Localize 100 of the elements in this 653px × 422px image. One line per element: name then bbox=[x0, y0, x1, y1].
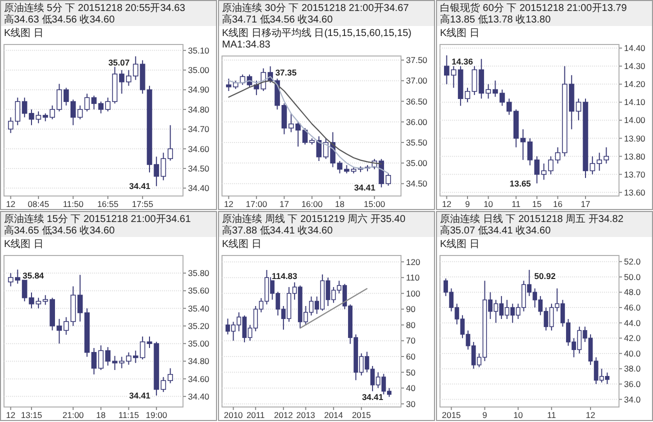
y-tick-label: 70 bbox=[406, 336, 416, 346]
y-tick-label: 40 bbox=[406, 383, 416, 394]
x-tick-label: 17:55 bbox=[132, 199, 154, 209]
y-tick-label: 13.70 bbox=[624, 169, 646, 180]
x-tick-label: 10 bbox=[484, 199, 494, 209]
annotation: 50.92 bbox=[534, 270, 556, 281]
y-tick-label: 34.80 bbox=[188, 356, 210, 366]
y-tick-label: 34.60 bbox=[188, 374, 210, 384]
y-tick-label: 80 bbox=[406, 320, 416, 330]
chart-subtitle: K线图 日 bbox=[440, 238, 480, 250]
x-tick-label: 16:55 bbox=[97, 199, 119, 209]
x-tick-label: 16:00 bbox=[301, 199, 323, 209]
x-tick-label: 12 bbox=[586, 410, 596, 420]
x-tick-label: 11:50 bbox=[62, 199, 84, 209]
candlestick bbox=[91, 347, 97, 375]
candlestick bbox=[464, 87, 470, 103]
y-tick-label: 35.00 bbox=[406, 158, 428, 168]
annotation: 34.41 bbox=[354, 182, 376, 192]
annotation: 34.41 bbox=[362, 392, 384, 402]
candlestick bbox=[84, 93, 90, 112]
x-tick-label: 11:15 bbox=[118, 410, 140, 420]
candlestick bbox=[520, 128, 526, 160]
x-tick-label: 15 bbox=[532, 199, 542, 209]
x-tick-label: 19:00 bbox=[146, 410, 168, 420]
x-tick-label: 2015 bbox=[352, 410, 372, 420]
x-tick-label: 12 bbox=[6, 199, 16, 209]
y-tick-label: 37.50 bbox=[406, 55, 428, 66]
y-tick-label: 34.80 bbox=[188, 104, 210, 114]
chart-title: 原油连续 30分 下 20151218 21:00开34.67 高34.71 低34.56 收34.60 bbox=[222, 2, 410, 26]
x-tick-label: 2015 bbox=[442, 410, 462, 420]
x-tick-label: 11 bbox=[547, 410, 556, 420]
y-tick-label: 37.00 bbox=[406, 76, 428, 86]
x-tick-label: 12 bbox=[442, 199, 452, 209]
y-tick-label: 40.0 bbox=[624, 348, 641, 358]
y-tick-label: 50.0 bbox=[624, 272, 641, 282]
x-tick-label: 21:00 bbox=[62, 410, 84, 420]
chart-subtitle: K线图 日移动平均线 日(15,15,15,60,15,15) MA1:34.83 bbox=[222, 27, 412, 50]
x-tick-label: 2013 bbox=[296, 410, 316, 420]
candlestick bbox=[302, 128, 308, 146]
annotation: 35.84 bbox=[22, 270, 44, 281]
y-tick-label: 42.0 bbox=[624, 333, 641, 344]
annotation: 13.65 bbox=[510, 178, 532, 188]
y-tick-label: 35.50 bbox=[406, 137, 428, 148]
y-tick-label: 13.80 bbox=[624, 151, 646, 162]
y-tick-label: 35.20 bbox=[188, 320, 210, 331]
candlestick bbox=[91, 95, 97, 110]
chart-title: 原油连续 15分 下 20151218 21:00开34.61 高34.65 低34.56 收34.60 bbox=[4, 213, 192, 236]
y-tick-label: 90 bbox=[406, 304, 416, 314]
x-tick-label: 17 bbox=[279, 199, 290, 209]
y-tick-label: 13.60 bbox=[624, 187, 646, 198]
y-tick-label: 60 bbox=[406, 351, 416, 362]
y-tick-label: 13.90 bbox=[624, 133, 646, 144]
y-tick-label: 52.0 bbox=[624, 256, 641, 267]
y-tick-label: 34.60 bbox=[188, 144, 210, 154]
x-tick-label: 08:45 bbox=[28, 199, 50, 209]
annotation: 35.07 bbox=[108, 57, 130, 68]
annotation: 114.83 bbox=[272, 270, 298, 281]
y-tick-label: 30 bbox=[406, 398, 416, 409]
y-tick-label: 14.40 bbox=[624, 43, 646, 54]
y-tick-label: 36.0 bbox=[624, 379, 641, 390]
x-tick-label: 17 bbox=[580, 199, 590, 209]
x-tick-label: 12 bbox=[224, 199, 234, 209]
y-tick-label: 100 bbox=[406, 288, 420, 298]
x-tick-label: 10 bbox=[513, 410, 524, 420]
x-tick-label: 9 bbox=[482, 410, 488, 420]
y-tick-label: 34.40 bbox=[188, 183, 210, 194]
y-tick-label: 34.0 bbox=[624, 394, 641, 404]
y-tick-label: 14.30 bbox=[624, 61, 646, 72]
x-tick-label: 13:15 bbox=[20, 410, 42, 420]
chart-subtitle: K线图 日 bbox=[222, 238, 262, 250]
candlestick bbox=[28, 108, 34, 126]
chart-title: 原油连续 周线 下 20151219 周六 开35.40 高37.88 低34.41 收34.60 bbox=[222, 213, 406, 236]
x-tick-label: 2014 bbox=[324, 410, 344, 420]
x-tick-label: 11 bbox=[512, 199, 521, 209]
annotation: 34.41 bbox=[129, 181, 151, 192]
y-tick-label: 35.80 bbox=[188, 268, 210, 278]
y-tick-label: 36.00 bbox=[406, 116, 428, 127]
x-tick-label: 2012 bbox=[274, 410, 294, 420]
x-tick-label: 18 bbox=[96, 410, 106, 420]
y-tick-label: 36.50 bbox=[406, 96, 428, 106]
y-tick-label: 120 bbox=[406, 256, 420, 267]
chart-title: 白银现货 60分 下 20151218 21:00开13.79 高13.85 低13.78 收13.80 bbox=[440, 2, 628, 26]
candlestick bbox=[146, 336, 152, 348]
chart-subtitle: K线图 日 bbox=[4, 238, 44, 250]
y-tick-label: 34.50 bbox=[406, 178, 428, 189]
y-tick-label: 14.00 bbox=[624, 115, 646, 126]
chart-title: 原油连续 日线 下 20151218 周五 开34.82 高35.07 低34.41 收34.60 bbox=[440, 213, 624, 236]
candlestick bbox=[527, 138, 533, 166]
y-tick-label: 34.50 bbox=[188, 163, 210, 174]
x-tick-label: 16 bbox=[553, 199, 563, 209]
y-tick-label: 50 bbox=[406, 367, 416, 378]
annotation: 34.41 bbox=[129, 390, 151, 401]
y-tick-label: 34.40 bbox=[188, 391, 210, 402]
x-tick-label: 12 bbox=[6, 410, 16, 420]
annotation: 14.36 bbox=[452, 56, 474, 66]
x-tick-label: 2011 bbox=[246, 410, 266, 420]
annotation: 37.35 bbox=[275, 67, 297, 78]
y-tick-label: 110 bbox=[406, 272, 420, 283]
y-tick-label: 35.10 bbox=[188, 45, 210, 56]
x-tick-label: 17:00 bbox=[246, 199, 268, 209]
